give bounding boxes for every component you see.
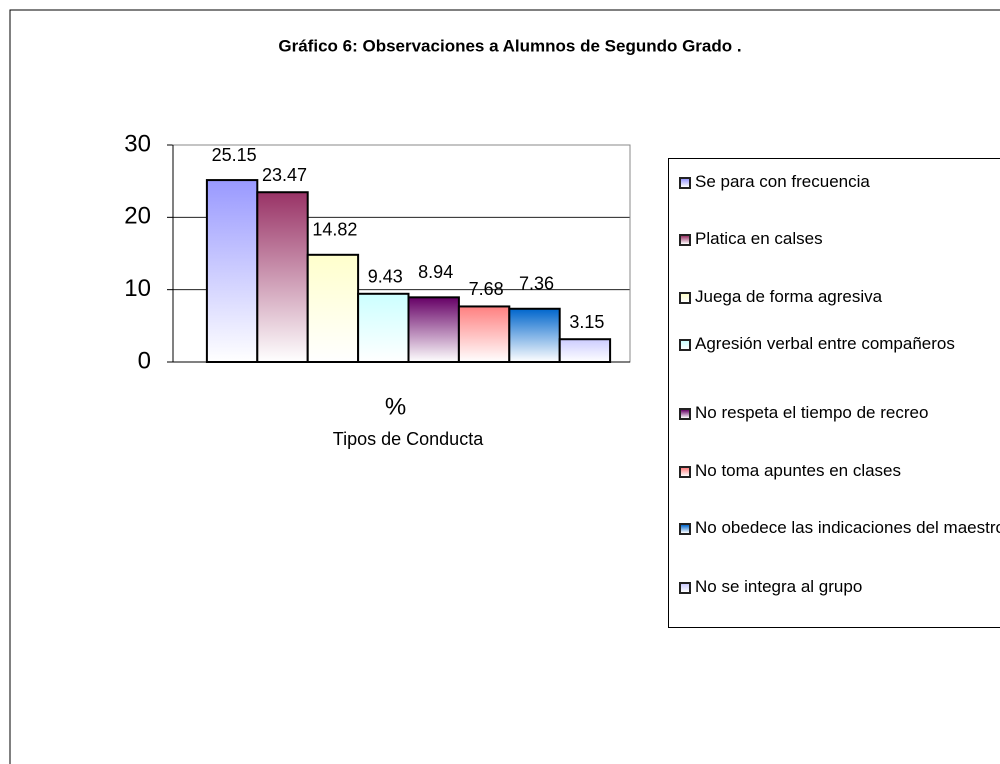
data-label: 7.68 [469,279,504,299]
legend-swatch [679,177,691,189]
legend-label: No obedece las indicaciones del maestro [695,518,1000,537]
legend-item: No respeta el tiempo de recreo [679,402,1000,424]
bar [205,179,259,363]
bar [457,305,511,363]
legend-label: Agresión verbal entre compañeros [695,334,955,353]
bar [256,191,309,363]
data-label: 23.47 [262,165,307,185]
legend-item: No toma apuntes en clases [679,460,1000,482]
y-tick-label: 30 [124,130,151,157]
legend-swatch [679,292,691,304]
legend-label: No se integra al grupo [695,577,863,596]
data-label: 9.43 [368,267,403,287]
legend-item: No se integra al grupo [679,576,1000,598]
y-tick-label: 10 [124,275,151,302]
data-label: 8.94 [418,262,453,282]
legend-swatch [679,523,691,535]
legend-label: No toma apuntes en clases [695,461,902,480]
data-label: 3.15 [569,312,604,332]
data-label: 25.15 [212,145,257,165]
bar [558,338,612,363]
legend-label: Se para con frecuencia [695,172,870,191]
y-tick-label: 0 [138,347,151,374]
legend-label: No respeta el tiempo de recreo [695,403,929,422]
chart-title: Gráfico 6: Observaciones a Alumnos de Se… [278,36,741,55]
bar [407,296,460,364]
legend-label: Platica en calses [695,229,823,248]
bar [357,292,410,364]
legend-item: No obedece las indicaciones del maestro [679,517,1000,539]
legend-swatch [679,234,691,246]
legend-label: Juega de forma agresiva [695,287,883,306]
x-axis-label: Tipos de Conducta [333,429,484,449]
legend-swatch [679,582,691,594]
chart-border [9,9,1000,764]
bar [306,253,360,363]
legend-item: Agresión verbal entre compañeros [679,333,1000,355]
data-label: 14.82 [312,220,357,240]
legend-item: Juega de forma agresiva [679,286,1000,308]
y-tick-label: 20 [124,203,151,230]
legend-swatch [679,466,691,478]
bar [508,307,561,363]
data-label: 7.36 [519,274,554,294]
legend-swatch [679,339,691,351]
x-tick-label: % [385,393,406,420]
legend-item: Se para con frecuencia [679,171,1000,193]
legend: Se para con frecuencia Platica en calses J… [668,158,1000,628]
legend-item: Platica en calses [679,228,1000,250]
legend-swatch [679,408,691,420]
